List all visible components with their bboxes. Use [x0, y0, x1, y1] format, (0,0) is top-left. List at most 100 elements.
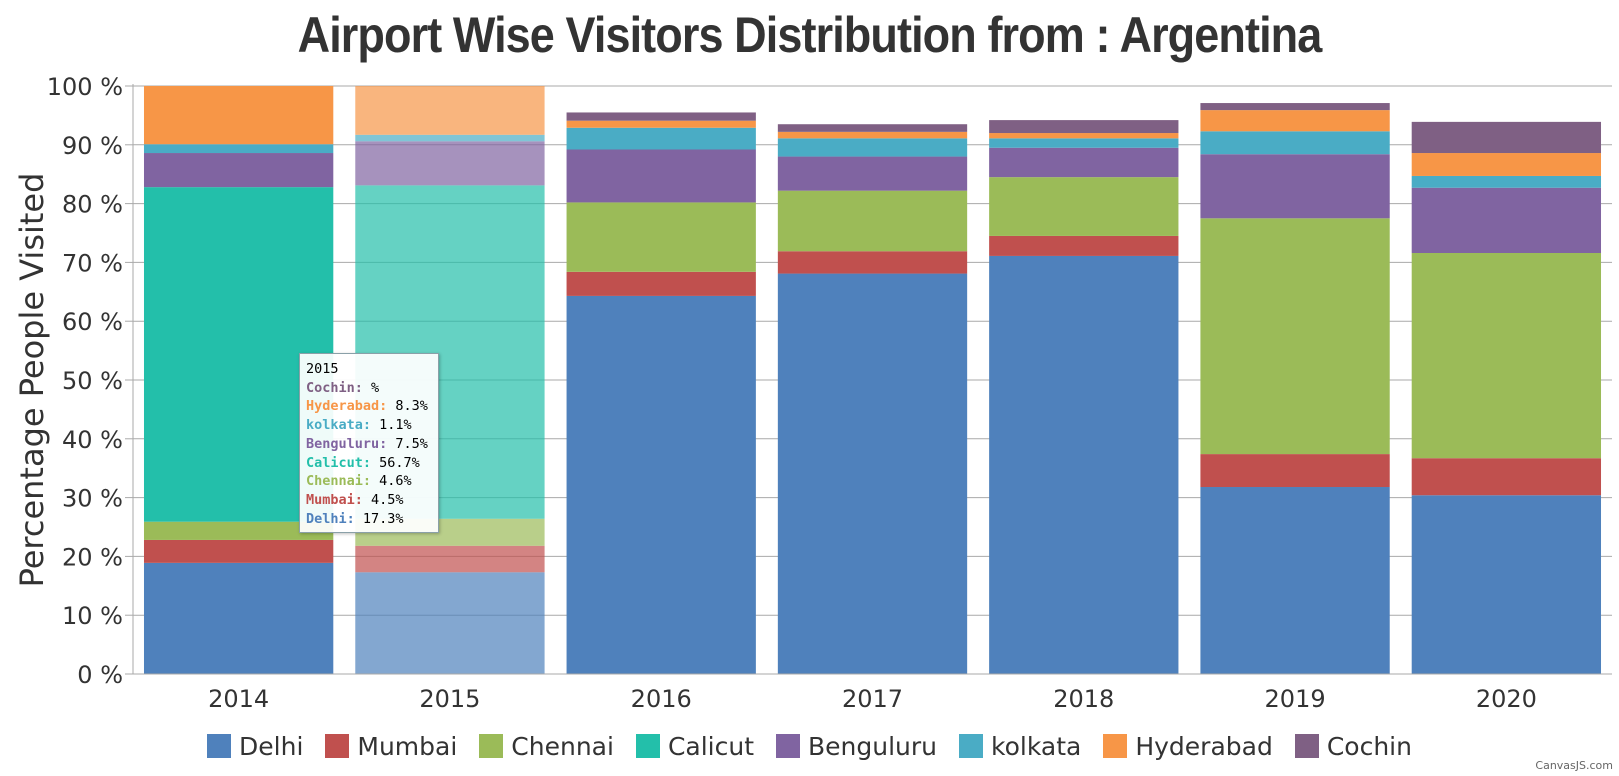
bar-segment-kolkata-2019[interactable]	[1200, 131, 1390, 155]
tooltip-row-value: 17.3%	[354, 510, 404, 527]
bar-segment-chennai-2020[interactable]	[1411, 252, 1602, 459]
bar-segment-kolkata-2020[interactable]	[1411, 175, 1602, 188]
y-tick-label: 40 %	[62, 426, 123, 454]
bar-segment-hyderabad-2015[interactable]	[355, 86, 545, 135]
bar-segment-kolkata-2016[interactable]	[566, 127, 756, 150]
bar-segment-delhi-2018[interactable]	[989, 255, 1179, 674]
legend-label: Chennai	[511, 731, 614, 761]
x-tick-label: 2014	[208, 685, 269, 713]
legend-swatch	[776, 734, 800, 758]
bar-segment-benguluru-2019[interactable]	[1200, 154, 1390, 219]
bar-segment-hyderabad-2018[interactable]	[989, 133, 1179, 139]
bar-segment-mumbai-2017[interactable]	[777, 251, 968, 274]
bar-segment-delhi-2016[interactable]	[566, 295, 756, 674]
legend-item-kolkata[interactable]: kolkata	[959, 732, 1081, 761]
tooltip-row-label: Benguluru:	[306, 435, 388, 452]
bar-segment-kolkata-2017[interactable]	[777, 138, 968, 157]
tooltip-row-value: %	[362, 379, 380, 396]
bar-segment-chennai-2017[interactable]	[777, 190, 968, 252]
bar-segment-mumbai-2018[interactable]	[989, 235, 1179, 256]
bar-segment-delhi-2019[interactable]	[1200, 487, 1390, 674]
legend-item-hyderabad[interactable]: Hyderabad	[1103, 732, 1273, 761]
bar-segment-mumbai-2014[interactable]	[143, 539, 334, 563]
tooltip-row-label: Mumbai:	[306, 491, 363, 508]
legend-item-mumbai[interactable]: Mumbai	[325, 732, 457, 761]
tooltip-row-label: Cochin:	[306, 379, 363, 396]
y-axis-label: Percentage People Visited	[13, 173, 51, 588]
legend-swatch	[959, 734, 984, 758]
bar-segment-kolkata-2018[interactable]	[989, 138, 1179, 148]
y-tick-label: 70 %	[62, 249, 123, 277]
y-tick-label: 10 %	[62, 602, 123, 630]
legend-label: Cochin	[1326, 731, 1412, 761]
canvasjs-credit-link[interactable]: CanvasJS.com	[1535, 759, 1613, 772]
x-tick-label: 2017	[842, 685, 903, 713]
bar-segment-cochin-2017[interactable]	[777, 124, 968, 132]
bar-segment-chennai-2014[interactable]	[143, 521, 334, 540]
bar-segment-cochin-2018[interactable]	[989, 120, 1179, 134]
legend-item-calicut[interactable]: Calicut	[635, 731, 754, 761]
bar-segment-mumbai-2016[interactable]	[566, 271, 756, 296]
tooltip-row-label: Chennai:	[306, 473, 372, 490]
legend-item-cochin[interactable]: Cochin	[1294, 731, 1412, 761]
bar-segment-hyderabad-2020[interactable]	[1411, 153, 1602, 176]
y-tick-label: 50 %	[62, 367, 123, 395]
bar-segment-cochin-2016[interactable]	[566, 112, 756, 121]
chart-title: Airport Wise Visitors Distribution from …	[297, 7, 1323, 63]
legend-swatch	[1103, 734, 1128, 758]
bar-segment-hyderabad-2016[interactable]	[566, 120, 756, 128]
legend-swatch	[207, 734, 232, 758]
chart-tooltip: 2015 Cochin: % Hyderabad: 8.3% kolkata: 1.…	[299, 353, 439, 533]
y-tick-label: 30 %	[62, 485, 123, 513]
legend-label: Hyderabad	[1135, 731, 1273, 761]
tooltip-row: Chennai: 4.6%	[306, 472, 432, 491]
y-tick-label: 100 %	[47, 73, 123, 101]
bar-segment-chennai-2018[interactable]	[989, 177, 1179, 236]
bar-segment-kolkata-2015[interactable]	[355, 134, 545, 142]
tooltip-row-label: Calicut:	[306, 454, 372, 471]
bar-segment-benguluru-2018[interactable]	[989, 147, 1179, 178]
bar-segment-benguluru-2015[interactable]	[355, 141, 545, 186]
tooltip-row-label: Hyderabad:	[306, 398, 388, 415]
legend-item-benguluru[interactable]: Benguluru	[776, 732, 937, 761]
bar-segment-benguluru-2016[interactable]	[566, 149, 756, 203]
bar-segment-kolkata-2014[interactable]	[143, 144, 334, 154]
tooltip-row: Delhi: 17.3%	[306, 510, 432, 529]
bar-segment-benguluru-2017[interactable]	[777, 156, 968, 191]
legend-item-delhi[interactable]: Delhi	[207, 732, 303, 761]
x-tick-label: 2015	[419, 685, 480, 713]
bar-segment-delhi-2015[interactable]	[355, 572, 545, 674]
bar-segment-mumbai-2019[interactable]	[1200, 454, 1390, 488]
bar-segment-cochin-2019[interactable]	[1200, 103, 1390, 111]
x-tick-label: 2018	[1053, 685, 1114, 713]
bar-segment-delhi-2014[interactable]	[143, 562, 334, 674]
legend-label: kolkata	[991, 731, 1082, 761]
legend-item-chennai[interactable]: Chennai	[479, 732, 614, 761]
x-tick-label: 2016	[631, 685, 692, 713]
legend-label: Calicut	[667, 731, 754, 761]
bar-segment-mumbai-2020[interactable]	[1411, 458, 1602, 496]
tooltip-row-value: 7.5%	[387, 435, 428, 452]
bar-segment-chennai-2019[interactable]	[1200, 218, 1390, 455]
y-tick-label: 90 %	[62, 132, 123, 160]
bar-segment-chennai-2016[interactable]	[566, 202, 756, 272]
tooltip-row: Calicut: 56.7%	[306, 454, 432, 473]
bar-segment-delhi-2020[interactable]	[1411, 495, 1602, 674]
tooltip-row-value: 56.7%	[371, 454, 420, 471]
y-tick-label: 80 %	[62, 191, 123, 219]
tooltip-row-value: 4.6%	[371, 473, 412, 490]
axes: 0 % 10 % 20 % 30 % 40 % 50 % 60 % 70 % 80 % 90 % 1…	[47, 73, 1612, 713]
bar-segment-mumbai-2015[interactable]	[355, 545, 545, 573]
bar-segment-hyderabad-2014[interactable]	[143, 86, 334, 145]
tooltip-row-label: kolkata:	[306, 417, 372, 434]
tooltip-row: kolkata: 1.1%	[306, 416, 432, 435]
legend-label: Benguluru	[808, 731, 938, 761]
bar-segment-benguluru-2020[interactable]	[1411, 187, 1602, 253]
bar-segment-benguluru-2014[interactable]	[143, 153, 334, 188]
bar-segment-hyderabad-2017[interactable]	[777, 131, 968, 139]
bar-segment-delhi-2017[interactable]	[777, 273, 968, 674]
bar-segment-hyderabad-2019[interactable]	[1200, 110, 1390, 132]
y-tick-label: 20 %	[62, 543, 123, 571]
bar-segment-cochin-2020[interactable]	[1411, 121, 1602, 154]
